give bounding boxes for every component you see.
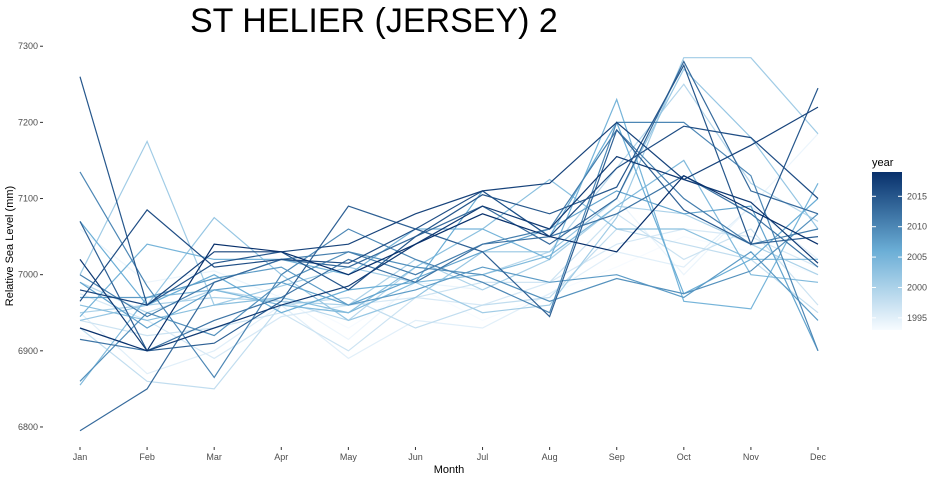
- x-tick-label: Aug: [542, 452, 558, 462]
- series-lines: [79, 57, 819, 432]
- legend-title: year: [872, 157, 894, 169]
- series-line-2015: [79, 63, 819, 307]
- y-axis: 6800 6900 7000 7100 7200 7300: [18, 41, 43, 432]
- series-line-2005: [79, 97, 819, 318]
- series-line-1993: [79, 235, 819, 348]
- series-line-2010: [79, 121, 819, 379]
- series-line-2011: [79, 129, 819, 318]
- legend-tick-label: 2000: [907, 282, 927, 292]
- series-line-2006: [79, 121, 819, 314]
- series-line-2002: [79, 68, 819, 322]
- chart-title: ST HELIER (JERSEY) 2: [190, 2, 558, 40]
- x-axis: Jan Feb Mar Apr May Jun Jul Aug Sep Oct Nov Dec: [73, 447, 827, 462]
- series-line-2013: [79, 60, 819, 432]
- legend-tick-label: 2005: [907, 252, 927, 262]
- x-tick-label: Jan: [73, 452, 88, 462]
- legend-tick-label: 2015: [907, 191, 927, 201]
- series-line-2003: [79, 178, 818, 322]
- series-line-1996: [79, 228, 819, 360]
- x-tick-label: May: [340, 452, 358, 462]
- y-tick-label: 7300: [18, 41, 38, 51]
- x-tick-label: Mar: [206, 452, 222, 462]
- y-tick-label: 7100: [18, 194, 38, 204]
- series-line-1995: [79, 205, 819, 375]
- y-tick-label: 6900: [18, 346, 38, 356]
- series-line-2019: [79, 174, 819, 352]
- x-tick-label: Apr: [274, 452, 288, 462]
- series-line-2007: [79, 190, 819, 352]
- series-line-2014: [79, 128, 819, 352]
- series-line-2001: [79, 57, 819, 314]
- x-tick-label: Feb: [139, 452, 155, 462]
- x-tick-label: Sep: [609, 452, 625, 462]
- x-tick-label: Nov: [743, 452, 760, 462]
- series-line-1998: [79, 228, 819, 390]
- series-line-2017: [79, 106, 819, 306]
- x-axis-title: Month: [434, 464, 465, 476]
- y-tick-label: 7000: [18, 270, 38, 280]
- y-axis-title: Relative Sea Level (mm): [4, 186, 16, 306]
- series-line-2004: [79, 159, 819, 386]
- legend-tick-label: 2010: [907, 222, 927, 232]
- legend-colorbar: [872, 172, 902, 330]
- x-tick-label: Jun: [408, 452, 423, 462]
- x-tick-label: Jul: [477, 452, 489, 462]
- series-line-2016: [79, 125, 819, 302]
- legend-tick-label: 1995: [907, 313, 927, 323]
- legend: year 1995 2000 2005 2010 2015: [872, 157, 927, 330]
- series-line-1994: [79, 133, 819, 341]
- y-tick-label: 6800: [18, 422, 38, 432]
- series-line-1997: [79, 213, 819, 352]
- series-line-2018: [79, 155, 819, 352]
- y-tick-label: 7200: [18, 117, 38, 127]
- x-tick-label: Oct: [677, 452, 692, 462]
- x-tick-label: Dec: [810, 452, 827, 462]
- legend-ticks: 1995 2000 2005 2010 2015: [872, 191, 927, 323]
